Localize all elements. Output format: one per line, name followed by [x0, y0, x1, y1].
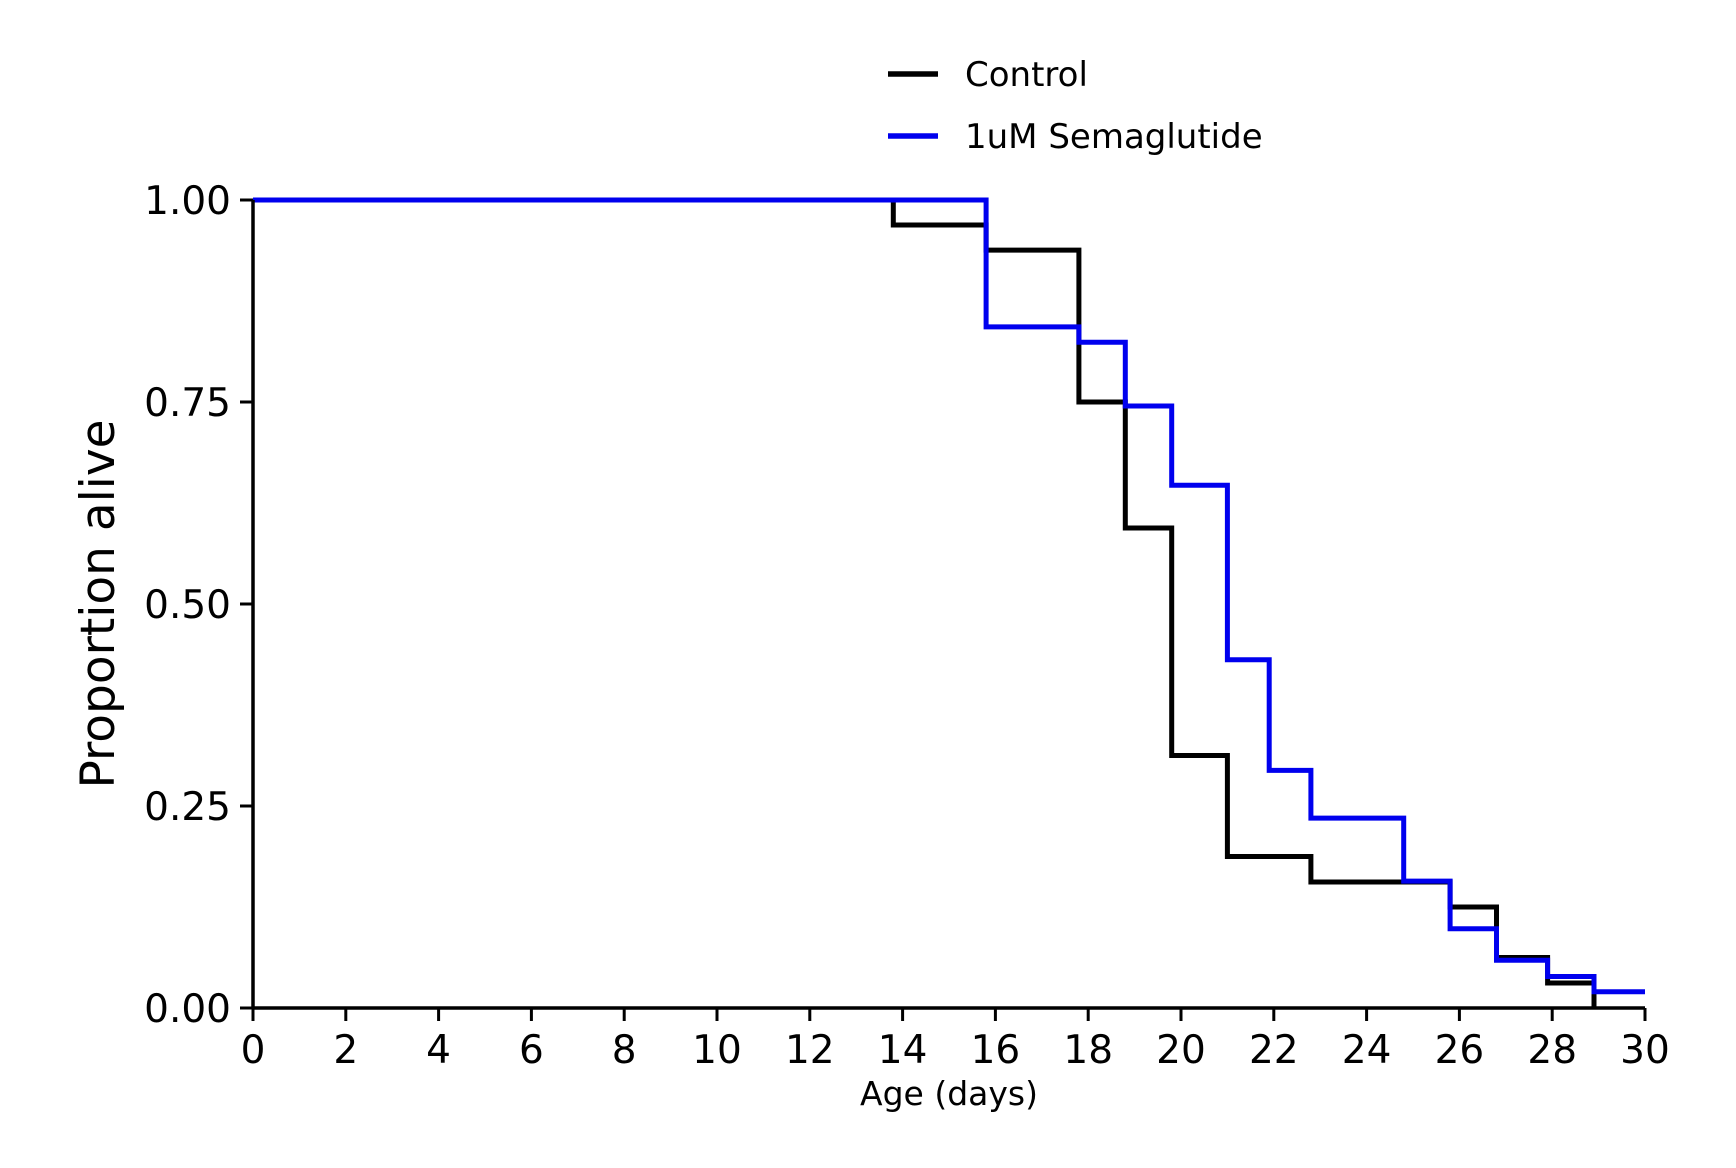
x-tick-label: 0 — [241, 1028, 266, 1073]
x-tick-label: 8 — [612, 1028, 637, 1073]
y-ticks: 0.00 0.25 0.50 0.75 1.00 — [144, 179, 253, 1032]
x-tick-label: 4 — [426, 1028, 451, 1073]
x-tick-label: 22 — [1249, 1028, 1299, 1073]
x-tick-label: 10 — [692, 1028, 742, 1073]
x-tick-label: 18 — [1063, 1028, 1113, 1073]
x-tick-label: 30 — [1620, 1028, 1670, 1073]
x-tick-label: 26 — [1435, 1028, 1485, 1073]
legend-label-control: Control — [965, 55, 1088, 95]
series-line-control — [253, 197, 1597, 1008]
x-tick-label: 12 — [785, 1028, 835, 1073]
y-tick-label: 0.75 — [144, 381, 231, 426]
x-tick-label: 14 — [878, 1028, 928, 1073]
y-tick-label: 0.00 — [144, 987, 231, 1032]
series-line-semaglutide — [253, 197, 1645, 995]
y-axis-title: Proportion alive — [71, 419, 126, 788]
x-tick-label: 28 — [1527, 1028, 1577, 1073]
legend-label-semaglutide: 1uM Semaglutide — [965, 117, 1263, 157]
x-tick-label: 6 — [519, 1028, 544, 1073]
x-axis-title: Age (days) — [860, 1074, 1038, 1113]
x-tick-label: 24 — [1342, 1028, 1392, 1073]
legend: Control 1uM Semaglutide — [888, 55, 1263, 157]
y-tick-label: 0.25 — [144, 785, 231, 830]
axes-layer — [251, 200, 1645, 1010]
x-tick-label: 16 — [971, 1028, 1021, 1073]
y-tick-label: 1.00 — [144, 179, 231, 224]
x-tick-label: 20 — [1156, 1028, 1206, 1073]
x-tick-label: 2 — [333, 1028, 358, 1073]
x-ticks: 0 2 4 6 8 10 12 14 16 18 20 22 24 26 28 30 — [241, 1008, 1670, 1073]
series-layer — [253, 197, 1645, 1008]
y-tick-label: 0.50 — [144, 583, 231, 628]
